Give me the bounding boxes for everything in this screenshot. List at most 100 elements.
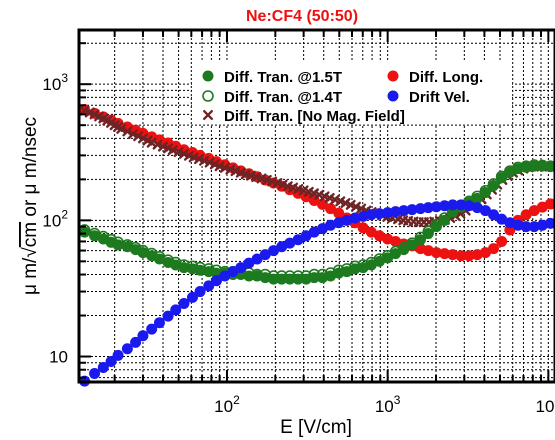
data-point-legend-diff-tran-1-5t — [202, 70, 214, 82]
data-point-diff-tran-1-4t — [512, 161, 524, 174]
y-axis-label-part-1: μ m/ — [20, 257, 41, 295]
data-point-diff-tran-1-4t — [202, 263, 215, 275]
data-point-drift-vel — [479, 205, 491, 217]
data-point-diff-tran-1-4t — [520, 160, 532, 172]
data-point-diff-long — [357, 222, 369, 234]
series-diff-tran-1-4t — [78, 159, 555, 282]
y-axis-label-part-3: or μ m/nsec — [20, 117, 41, 222]
data-point-drift-vel — [97, 362, 109, 374]
data-point-diff-long — [488, 243, 500, 255]
legend-entry-diff-tran-no-mag-field: Diff. Tran. [No Mag. Field] — [203, 108, 405, 125]
y-tick-label: 103 — [42, 71, 68, 94]
data-point-drift-vel — [259, 249, 271, 261]
data-point-drift-vel — [544, 217, 555, 229]
data-point-diff-tran-1-4t — [479, 184, 492, 197]
y-tick-label: 10 — [49, 348, 68, 367]
legend-entry-diff-tran-1-5t: Diff. Tran. @1.5T — [202, 69, 342, 86]
legend-entry-diff-tran-1-4t: Diff. Tran. @1.4T — [202, 89, 342, 106]
data-point-diff-tran-1-4t — [414, 231, 427, 244]
data-point-drift-vel — [365, 209, 377, 221]
data-point-diff-long — [447, 249, 459, 261]
data-point-drift-vel — [398, 205, 410, 217]
sqrt-icon: √ — [20, 247, 41, 258]
data-point-diff-tran-1-4t — [528, 159, 541, 171]
data-point-diff-long — [520, 209, 532, 221]
data-point-diff-tran-1-4t — [210, 264, 223, 277]
data-point-diff-tran-1-4t — [536, 159, 549, 172]
legend-entry-drift-vel: Drift Vel. — [387, 89, 470, 106]
data-point-drift-vel — [178, 298, 190, 310]
legend-entry-diff-long: Diff. Long. — [387, 69, 483, 86]
data-point-diff-tran-1-4t — [308, 268, 320, 281]
y-tick-labels: 10 102 103 — [42, 71, 68, 366]
data-point-diff-long — [333, 207, 345, 219]
x-tick-label: 103 — [375, 393, 401, 416]
data-point-drift-vel — [430, 201, 442, 213]
y-axis-label: μ m/√cm or μ m/nsec — [20, 117, 41, 295]
data-point-drift-vel — [130, 336, 142, 348]
data-point-diff-tran-no-mag-field — [127, 129, 138, 140]
data-point-drift-vel — [235, 262, 247, 274]
data-point-drift-vel — [463, 200, 475, 212]
chart-title: Ne:CF4 (50:50) — [246, 8, 358, 25]
data-point-legend-drift-vel — [387, 90, 399, 102]
y-axis-label-part-2: cm — [20, 222, 41, 247]
svg-text:μ m/√cm or μ m/nsec: μ m/√cm or μ m/nsec — [20, 117, 41, 295]
data-point-drift-vel — [112, 349, 124, 361]
data-point-diff-tran-1-4t — [162, 254, 174, 266]
data-point-diff-tran-1-4t — [332, 264, 345, 277]
data-point-diff-long — [463, 250, 475, 262]
data-point-diff-long — [325, 203, 337, 215]
data-point-diff-tran-1-4t — [349, 260, 361, 273]
data-point-diff-tran-1-4t — [300, 270, 312, 282]
data-point-diff-tran-1-4t — [186, 260, 199, 273]
series-drift-vel — [79, 199, 555, 387]
data-point-diff-tran-no-mag-field — [122, 126, 133, 137]
data-point-diff-tran-1-4t — [430, 218, 443, 231]
legend-label: Diff. Tran. @1.5T — [224, 69, 342, 86]
data-point-diff-tran-1-4t — [487, 178, 500, 190]
data-point-drift-vel — [153, 317, 165, 329]
data-point-diff-tran-1-4t — [129, 241, 142, 254]
data-point-drift-vel — [520, 221, 532, 233]
data-point-drift-vel — [308, 226, 320, 238]
data-point-drift-vel — [512, 219, 524, 231]
data-point-diff-tran-1-4t — [544, 160, 555, 172]
series-diff-long — [79, 104, 555, 262]
data-point-diff-long — [455, 250, 467, 262]
data-point-drift-vel — [406, 204, 418, 216]
y-tick-label: 102 — [42, 207, 68, 230]
data-point-diff-tran-no-mag-field — [350, 201, 361, 212]
data-point-diff-tran-no-mag-field — [204, 157, 215, 168]
data-point-drift-vel — [349, 212, 361, 224]
data-point-diff-tran-1-4t — [259, 268, 272, 281]
data-point-drift-vel — [382, 207, 394, 219]
data-point-diff-tran-1-4t — [341, 263, 353, 275]
data-point-drift-vel — [162, 310, 174, 322]
legend-label: Diff. Long. — [409, 69, 483, 86]
data-point-diff-tran-1-4t — [471, 190, 484, 203]
data-point-drift-vel — [390, 206, 402, 218]
data-point-diff-long — [430, 247, 442, 259]
data-point-drift-vel — [186, 291, 198, 303]
data-point-drift-vel — [447, 199, 459, 211]
data-point-drift-vel — [194, 286, 206, 298]
data-point-drift-vel — [528, 221, 540, 233]
data-point-diff-tran-no-mag-field — [133, 131, 144, 142]
data-point-drift-vel — [373, 208, 385, 220]
data-point-diff-long — [496, 235, 508, 247]
data-point-legend-diff-tran-1-4t — [202, 90, 214, 102]
data-point-diff-tran-1-4t — [495, 170, 508, 183]
data-point-diff-tran-1-4t — [267, 270, 280, 282]
data-point-diff-tran-no-mag-field — [158, 141, 169, 152]
data-point-drift-vel — [170, 304, 182, 316]
data-point-diff-tran-1-4t — [178, 259, 190, 271]
data-point-legend-diff-tran-no-mag-field — [203, 110, 213, 120]
data-point-drift-vel — [146, 323, 158, 335]
data-point-drift-vel — [496, 213, 508, 225]
data-point-diff-tran-1-4t — [422, 225, 435, 238]
data-point-diff-tran-no-mag-field — [79, 105, 90, 116]
data-point-diff-tran-1-4t — [438, 212, 451, 224]
series-layer — [78, 104, 555, 387]
